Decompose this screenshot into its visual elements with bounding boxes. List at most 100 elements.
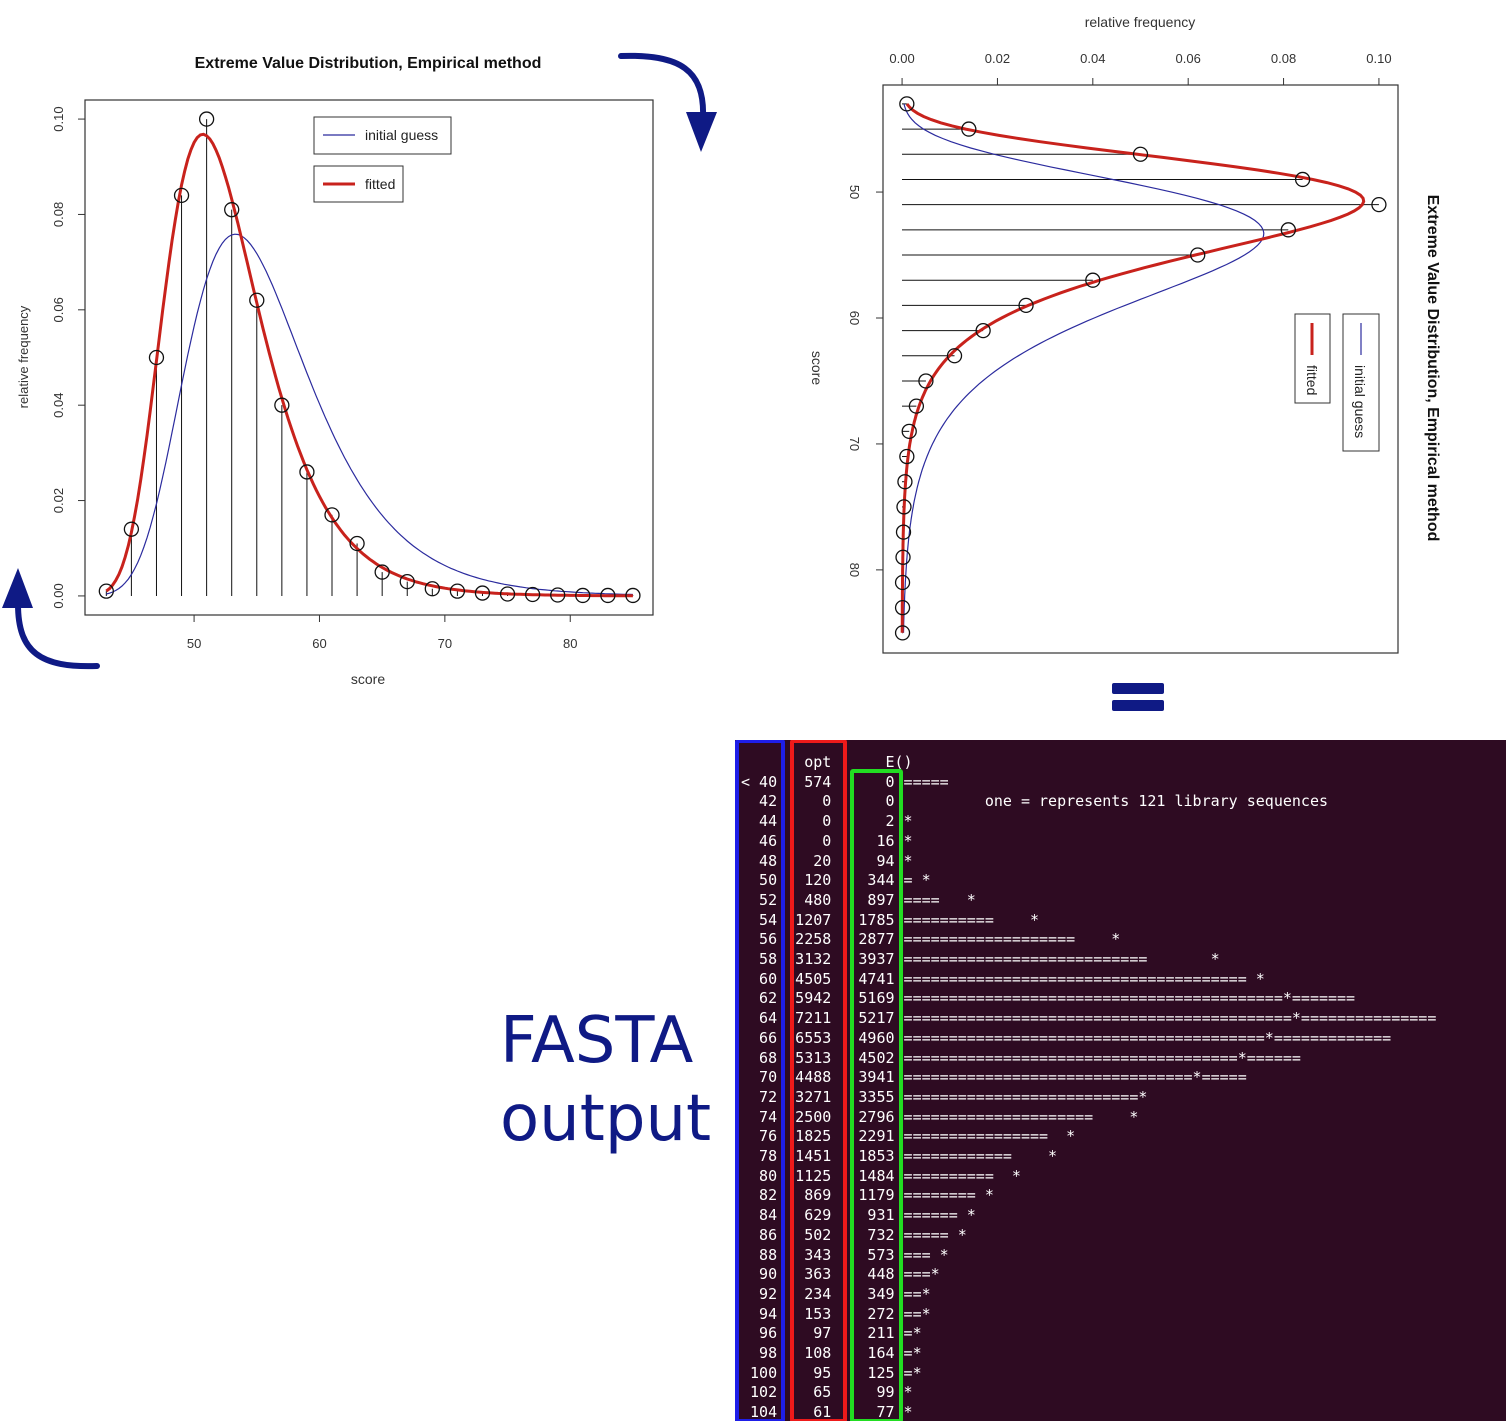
fasta-histogram-line: 102 65 99 * — [741, 1383, 913, 1402]
fasta-histogram-line: 42 0 0 one = represents 121 library sequ… — [741, 792, 1328, 811]
right-freq-tick-label: 0.00 — [889, 51, 914, 66]
left-y-axis-label: relative frequency — [16, 305, 31, 408]
right-data-point — [894, 600, 911, 616]
fasta-histogram-line: < 40 574 0 ===== — [741, 772, 949, 791]
right-data-point — [918, 373, 934, 389]
right-x-axis-label: relative frequency — [1085, 14, 1196, 30]
right-data-point — [1371, 196, 1387, 213]
fasta-histogram-line: 46 0 16 * — [741, 831, 913, 850]
left-legend-label-initial: initial guess — [365, 127, 438, 143]
fasta-label-line2: output — [500, 1082, 712, 1156]
left-legend-label-fitted: fitted — [365, 176, 395, 192]
left-y-tick-label: 0.06 — [51, 297, 66, 322]
score-column-highlight — [735, 740, 785, 1421]
expected-column-highlight — [850, 769, 903, 1421]
right-legend-label-initial: initial guess — [1352, 365, 1368, 438]
fasta-histogram-line: 60 4505 4741 ===========================… — [741, 969, 1265, 988]
right-data-point — [908, 398, 925, 414]
left-y-tick-label: 0.08 — [51, 202, 66, 227]
left-data-point — [424, 581, 440, 597]
right-data-point — [894, 574, 911, 591]
right-data-point — [896, 499, 912, 515]
left-data-point — [399, 573, 415, 590]
fasta-histogram-line: 52 480 897 ==== * — [741, 890, 976, 909]
opt-column-highlight — [790, 740, 847, 1421]
left-evd-plot: Extreme Value Distribution, Empirical me… — [16, 55, 654, 687]
right-data-point — [1190, 247, 1206, 263]
left-data-point — [374, 564, 390, 580]
fasta-histogram-line: 82 869 1179 ======== * — [741, 1186, 994, 1205]
right-data-point — [895, 524, 912, 540]
right-data-point — [1294, 171, 1311, 188]
left-data-point — [524, 586, 541, 603]
right-freq-tick-label: 0.02 — [985, 51, 1010, 66]
right-data-point — [946, 348, 963, 364]
left-y-tick-label: 0.04 — [51, 393, 66, 418]
fasta-histogram-line: 72 3271 3355 ==========================* — [741, 1087, 1148, 1106]
right-freq-tick-label: 0.04 — [1080, 51, 1105, 66]
right-score-tick-label: 70 — [847, 437, 862, 451]
left-data-point — [299, 464, 315, 480]
left-legend: initial guess fitted — [313, 116, 452, 203]
fasta-histogram-line: 78 1451 1853 ============ * — [741, 1147, 1058, 1165]
left-data-point — [349, 535, 365, 552]
left-plot-title: Extreme Value Distribution, Empirical me… — [195, 55, 542, 72]
left-x-tick-label: 50 — [187, 636, 201, 651]
right-data-point — [895, 549, 911, 565]
right-evd-plot-rotated: relative frequency 0.00 0.02 0.04 0.06 0.08 0… — [809, 14, 1441, 654]
fasta-histogram-line: 68 5313 4502 ===========================… — [741, 1048, 1301, 1067]
fasta-histogram-line: 86 502 732 ===== * — [741, 1225, 967, 1244]
fasta-histogram-line: 104 61 77 * — [741, 1403, 913, 1421]
right-data-point — [1280, 222, 1296, 238]
left-data-point — [499, 586, 516, 602]
right-legend-label-fitted: fitted — [1304, 365, 1320, 395]
left-fitted-curve — [105, 132, 633, 598]
right-data-point — [1085, 272, 1101, 288]
fasta-label-line1: FASTA — [500, 1004, 694, 1078]
left-initial-guess-curve — [106, 233, 633, 596]
left-data-point — [123, 521, 140, 537]
right-data-point — [1018, 297, 1034, 314]
fasta-histogram-line: 54 1207 1785 ========== * — [741, 910, 1040, 929]
fasta-histogram-line: 88 343 573 === * — [741, 1245, 949, 1264]
fasta-histogram-line: 56 2258 2877 =================== * — [741, 930, 1121, 949]
fasta-histogram-line: 70 4488 3941 ===========================… — [741, 1068, 1247, 1087]
right-data-point — [901, 423, 917, 439]
left-y-tick-label: 0.02 — [51, 488, 66, 513]
right-data-point — [1132, 146, 1149, 162]
left-data-point — [224, 202, 240, 218]
fasta-terminal: opt E() < 40 574 0 ===== 42 0 0 one = rep… — [735, 740, 1506, 1421]
left-y-tick-label: 0.10 — [51, 106, 66, 131]
fasta-histogram-line: 100 95 125 =* — [741, 1363, 922, 1382]
fasta-histogram-line: 48 20 94 * — [741, 851, 913, 870]
fasta-histogram-line: 74 2500 2796 ===================== * — [741, 1107, 1139, 1126]
left-data-point — [324, 507, 340, 523]
right-data-point — [899, 96, 915, 112]
right-freq-tick-label: 0.06 — [1176, 51, 1201, 66]
right-legend: initial guess fitted — [1294, 313, 1380, 452]
left-data-point — [600, 587, 616, 604]
right-plot-title: Extreme Value Distribution, Empirical me… — [1424, 195, 1441, 542]
fasta-histogram-line: 50 120 344 = * — [741, 871, 931, 890]
fasta-histogram-line: opt E() — [741, 753, 913, 771]
left-data-point — [449, 583, 466, 599]
fasta-histogram-line: 84 629 931 ====== * — [741, 1206, 976, 1225]
left-data-point — [474, 585, 491, 601]
fasta-histogram-line: 80 1125 1484 ========== * — [741, 1166, 1021, 1185]
left-x-axis-label: score — [351, 671, 385, 687]
fasta-output-label: FASTA output — [500, 1002, 711, 1158]
right-data-point — [975, 322, 991, 339]
right-data-point — [894, 625, 911, 641]
right-fitted-curve — [900, 102, 1366, 633]
left-data-point — [575, 587, 591, 604]
right-freq-tick-label: 0.10 — [1366, 51, 1391, 66]
fasta-histogram-line: 96 97 211 =* — [741, 1324, 922, 1343]
left-data-point — [625, 587, 641, 604]
left-x-tick-label: 60 — [312, 636, 326, 651]
right-data-point — [961, 121, 977, 137]
right-data-point — [897, 474, 913, 490]
fasta-histogram-line: 92 234 349 ==* — [741, 1284, 931, 1303]
fasta-histogram-line: 66 6553 4960 ===========================… — [741, 1028, 1392, 1047]
right-plot-frame — [882, 84, 1399, 654]
fasta-histogram-line: 94 153 272 ==* — [741, 1304, 931, 1323]
